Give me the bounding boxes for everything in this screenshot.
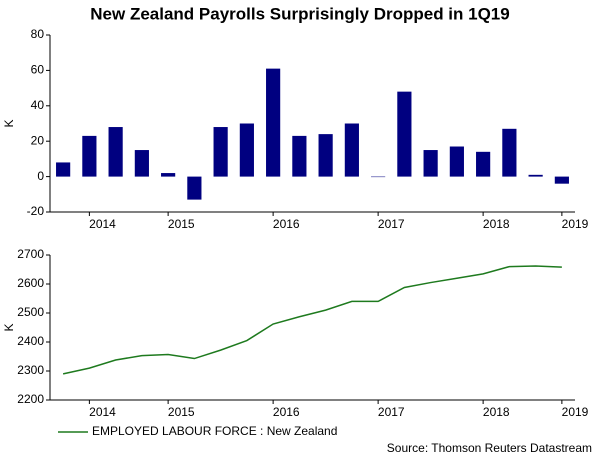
- bar: [502, 128, 517, 177]
- x-tick-label: 2018: [483, 405, 510, 419]
- source: Source: Thomson Reuters Datastream: [387, 441, 592, 455]
- line: [62, 265, 562, 375]
- y-tick-label: 40: [31, 98, 45, 112]
- x-tick-label: 2019: [562, 405, 589, 419]
- x-tick-label: 2017: [378, 405, 405, 419]
- bar: [56, 162, 71, 177]
- bar: [239, 123, 254, 177]
- bar: [423, 150, 438, 177]
- bar: [528, 174, 543, 177]
- x-tick-label: 2015: [168, 217, 195, 231]
- bar: [476, 151, 491, 177]
- x-tick-label: 2015: [168, 405, 195, 419]
- bar: [397, 91, 412, 177]
- y-tick-label: 80: [31, 27, 45, 41]
- bar: [292, 135, 307, 177]
- x-tick-label: 2014: [89, 217, 116, 231]
- chart-title: New Zealand Payrolls Surprisingly Droppe…: [90, 4, 509, 23]
- x-tick-label: 2017: [378, 217, 405, 231]
- y-tick-label: 2600: [17, 276, 44, 290]
- y-tick-label: 2400: [17, 334, 44, 348]
- y-tick-label: 2500: [17, 305, 44, 319]
- x-tick-label: 2016: [273, 405, 300, 419]
- y-tick-label: 2300: [17, 363, 44, 377]
- bar: [449, 146, 464, 177]
- y-tick-label: 60: [31, 63, 45, 77]
- bar: [108, 127, 123, 177]
- x-tick-label: 2016: [273, 217, 300, 231]
- y-tick-label: 0: [37, 169, 44, 183]
- x-tick-label: 2019: [562, 217, 589, 231]
- y-axis-label: K: [2, 119, 16, 127]
- bar: [134, 150, 149, 177]
- y-axis-label: K: [2, 323, 16, 331]
- x-tick-label: 2014: [89, 405, 116, 419]
- y-tick-label: 20: [31, 133, 45, 147]
- x-tick-label: 2018: [483, 217, 510, 231]
- bar: [187, 176, 202, 200]
- y-tick-label: 2700: [17, 247, 44, 261]
- bar: [213, 127, 228, 177]
- bar: [371, 176, 386, 178]
- bar: [554, 176, 569, 184]
- bar: [318, 134, 333, 177]
- y-tick-label: 2200: [17, 392, 44, 406]
- bar: [82, 135, 97, 177]
- bar: [266, 68, 281, 177]
- bar: [344, 123, 359, 177]
- y-tick-label: -20: [27, 204, 45, 218]
- bar: [161, 173, 176, 177]
- legend-label: EMPLOYED LABOUR FORCE : New Zealand: [92, 424, 337, 438]
